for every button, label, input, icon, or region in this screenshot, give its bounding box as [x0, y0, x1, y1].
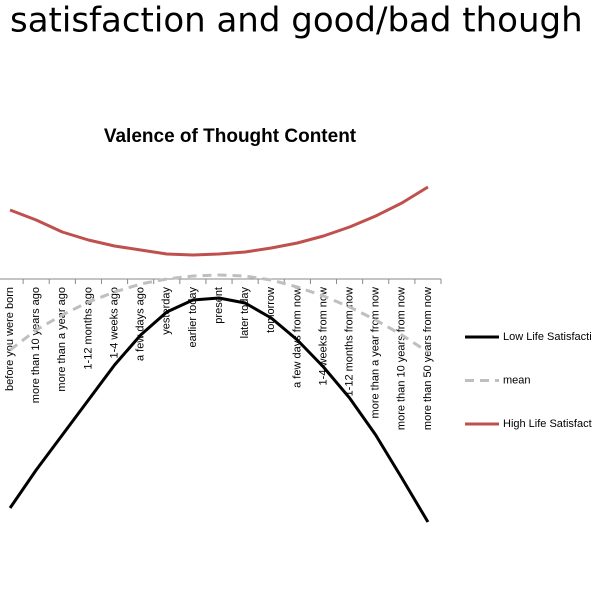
legend-label: Low Life Satisfacti — [503, 331, 592, 343]
chart-title: Valence of Thought Content — [104, 126, 357, 147]
series-line — [8, 296, 430, 523]
x-tick-label: more than 50 years from now — [422, 287, 434, 430]
x-tick-label: present — [213, 287, 225, 324]
x-tick-label: earlier today — [187, 287, 199, 348]
x-tick-label: more than a year from now — [370, 287, 382, 419]
x-tick-label: a few days ago — [135, 287, 147, 361]
series-line — [9, 185, 429, 257]
legend-label: mean — [503, 374, 531, 386]
x-tick-label: 1-12 months from now — [343, 287, 355, 396]
x-tick-label: tomorrow — [265, 287, 277, 333]
x-tick-label: 1-12 months ago — [82, 287, 94, 370]
x-tick-label: more than a year ago — [56, 287, 68, 392]
x-tick-label: more than 10 years ago — [30, 287, 42, 403]
x-tick-label: before you were born — [4, 287, 16, 391]
x-tick-label: more than 10 years from now — [396, 287, 408, 430]
x-tick-label: a few days from now — [291, 287, 303, 388]
x-tick-label: 1-4 weeks ago — [108, 287, 120, 359]
series-line — [9, 273, 429, 354]
legend-label: High Life Satisfact — [503, 418, 592, 430]
slide-title: satisfaction and good/bad though — [10, 1, 583, 41]
x-tick-label: 1-4 weeks from now — [317, 287, 329, 385]
x-tick-label: later today — [239, 287, 251, 339]
